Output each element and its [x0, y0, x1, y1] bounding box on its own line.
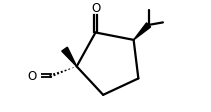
Text: O: O: [28, 70, 37, 83]
Text: O: O: [91, 2, 100, 15]
Polygon shape: [62, 48, 77, 67]
Polygon shape: [134, 24, 151, 41]
